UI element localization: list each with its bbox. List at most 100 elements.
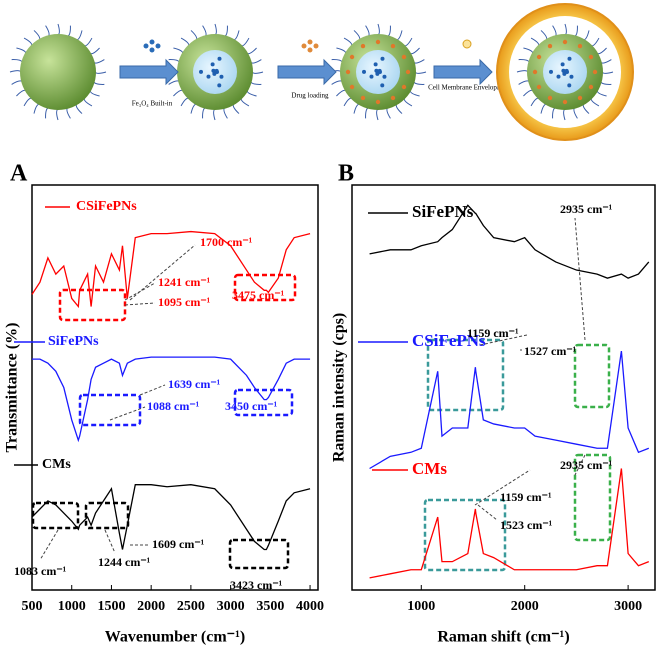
nanoparticle: [377, 68, 382, 73]
x-tick-label: 3500: [256, 599, 284, 614]
drug: [577, 95, 583, 101]
annotation: 2935 cm⁻¹: [560, 458, 613, 472]
drug: [401, 84, 407, 90]
spectrum: [369, 468, 650, 579]
ligand: [365, 107, 369, 119]
ligand: [246, 47, 257, 55]
pointer: [124, 302, 156, 306]
step-arrow: [277, 58, 337, 86]
ligand: [224, 25, 228, 37]
ligand: [23, 97, 32, 107]
ligand: [331, 59, 343, 63]
drug: [562, 39, 568, 45]
ligand: [33, 30, 41, 41]
x-axis-label: Raman shift (cm⁻¹): [437, 629, 569, 646]
x-tick-label: 3000: [217, 599, 245, 614]
drug: [401, 54, 407, 60]
spectrum: [32, 356, 311, 443]
nanoparticle: [374, 68, 379, 73]
x-tick-label: 2000: [511, 599, 539, 614]
ligand: [168, 59, 180, 63]
pointer: [39, 529, 59, 561]
x-tick-label: 1500: [97, 599, 125, 614]
nanoparticle: [217, 56, 222, 61]
annotation: 1244 cm⁻¹: [98, 555, 151, 569]
ligand: [413, 59, 425, 64]
ligand: [180, 97, 189, 107]
icon: [149, 39, 155, 45]
ligand: [93, 81, 105, 85]
ligand: [246, 90, 257, 97]
annotation: 1609 cm⁻¹: [152, 537, 205, 551]
pointer: [479, 334, 528, 346]
ligand: [233, 30, 240, 41]
ligand: [377, 23, 380, 36]
pointer: [574, 217, 586, 341]
ligand: [89, 90, 100, 97]
highlight-box: [31, 501, 80, 530]
pointer: [474, 469, 531, 506]
drug: [588, 84, 594, 90]
ligand: [376, 108, 379, 121]
ligand: [213, 108, 216, 121]
ligand: [93, 59, 105, 64]
pointer: [574, 454, 586, 476]
drug: [360, 95, 366, 101]
ligand: [16, 47, 27, 54]
icon: [301, 43, 307, 49]
pointer: [104, 529, 116, 554]
nanoparticle: [375, 71, 380, 76]
x-tick-label: 1000: [58, 599, 86, 614]
ligand: [250, 81, 262, 85]
y-axis-label: Transmittance (%): [4, 323, 21, 453]
ligand: [343, 97, 352, 107]
drug: [375, 39, 381, 45]
spectrum: [369, 204, 650, 279]
nanoparticle: [564, 68, 569, 73]
drug: [405, 69, 411, 75]
annotation: 3475 cm⁻¹: [232, 288, 285, 302]
ligand: [387, 25, 391, 37]
annotation: 1159 cm⁻¹: [467, 326, 519, 340]
annotation: 1083 cm⁻¹: [14, 564, 67, 578]
nanoparticle: [567, 56, 572, 61]
nanoparticle: [556, 74, 561, 79]
sphere: [20, 34, 96, 110]
annotation: 1700 cm⁻¹: [200, 235, 253, 249]
nanoparticle: [562, 71, 567, 76]
ligand: [66, 107, 71, 119]
highlight-box: [573, 343, 611, 409]
drug: [562, 99, 568, 105]
highlight-box: [84, 501, 130, 530]
ligand: [94, 71, 107, 74]
highlight-box: [423, 498, 507, 572]
icon: [313, 43, 319, 49]
ligand: [173, 47, 184, 54]
drug: [536, 84, 542, 90]
ligand: [16, 89, 27, 97]
ligand: [89, 47, 100, 55]
x-tick-label: 1000: [407, 599, 435, 614]
ligand: [336, 89, 347, 97]
drug: [547, 95, 553, 101]
annotation: 1523 cm⁻¹: [500, 518, 553, 532]
nanoparticle: [382, 74, 387, 79]
ligand: [168, 80, 180, 85]
ligand: [56, 108, 59, 121]
ligand: [336, 47, 347, 54]
ligand: [23, 37, 33, 46]
step-label: Drug loading: [291, 92, 329, 100]
ligand: [409, 47, 420, 55]
nanoparticle: [569, 74, 574, 79]
icon: [307, 39, 313, 45]
nanoparticle: [212, 71, 217, 76]
pointer: [139, 384, 166, 396]
ligand: [67, 25, 71, 37]
ligand: [396, 30, 403, 41]
drug: [349, 54, 355, 60]
drug: [390, 95, 396, 101]
ligand: [9, 70, 22, 73]
ligand: [57, 23, 60, 36]
x-tick-label: 4000: [296, 599, 324, 614]
ligand: [232, 103, 240, 114]
